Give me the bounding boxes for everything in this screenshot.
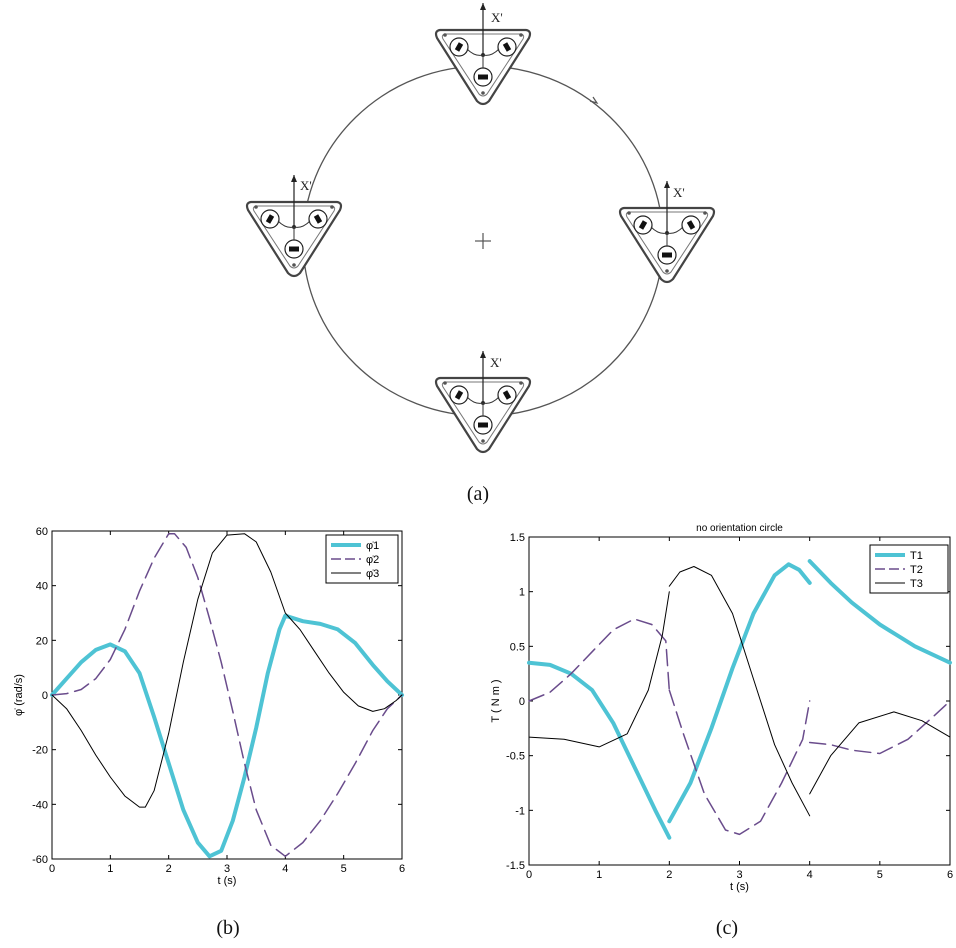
- y-axis-label: T ( N m ): [490, 679, 502, 722]
- caption-a: (a): [467, 483, 489, 505]
- y-tick-label: 0: [42, 690, 48, 702]
- y-tick-label: -60: [32, 854, 48, 866]
- series-line-2: [808, 700, 951, 755]
- y-tick-label: 20: [36, 635, 48, 647]
- legend-label: φ̇1: [366, 540, 379, 552]
- chart-b-angular-velocity: 0 1 2 3 4 5 6 -60 -40 -20 0 20 40 60 t (s) φ̇ (rad/s) φ̇…: [13, 526, 405, 887]
- series-line-1: [50, 613, 404, 859]
- chart-title: no orientation circle: [696, 523, 783, 534]
- legend-label: T3: [910, 578, 923, 590]
- series-line-1: [667, 562, 812, 824]
- x-axis-label-bottom: X': [490, 355, 502, 370]
- x-axis-label-right: X': [673, 185, 685, 200]
- series-line-1: [807, 559, 952, 665]
- x-tick-label: 6: [947, 869, 953, 881]
- y-tick-label: -1.5: [506, 860, 525, 872]
- x-axis-label-left: X': [300, 178, 312, 193]
- x-tick-label: 4: [282, 863, 288, 875]
- legend-label: T2: [910, 564, 923, 576]
- x-axis-label-top: X': [491, 10, 503, 25]
- y-tick-label: 0: [519, 696, 525, 708]
- x-tick-label: 3: [224, 863, 230, 875]
- plot-area: [51, 530, 403, 860]
- x-axis-label: t (s): [730, 881, 749, 893]
- x-tick-label: 2: [166, 863, 172, 875]
- y-tick-label: 60: [36, 526, 48, 538]
- x-tick-label: 6: [399, 863, 405, 875]
- series-line-1: [527, 660, 672, 840]
- legend-label: φ̇3: [366, 568, 379, 580]
- x-axis-label: t (s): [218, 875, 237, 887]
- x-tick-label: 5: [341, 863, 347, 875]
- series-line-2: [51, 532, 403, 858]
- x-tick-label: 3: [736, 869, 742, 881]
- x-tick-label: 4: [807, 869, 813, 881]
- caption-c: (c): [716, 917, 738, 939]
- x-tick-label: 5: [877, 869, 883, 881]
- caption-b: (b): [216, 917, 239, 939]
- x-tick-label: 1: [596, 869, 602, 881]
- x-tick-label: 0: [49, 863, 55, 875]
- direction-arrow: [589, 96, 599, 105]
- robot-right: [618, 179, 716, 284]
- y-tick-label: 40: [36, 581, 48, 593]
- y-tick-label: 1: [519, 587, 525, 599]
- y-tick-label: -0.5: [506, 751, 525, 763]
- series-line-3: [51, 533, 403, 808]
- series-line-3: [668, 566, 811, 817]
- legend-label: φ̇2: [366, 554, 379, 566]
- series-line-2: [668, 689, 811, 836]
- series-line-2: [528, 618, 671, 702]
- robot-left: [245, 173, 343, 278]
- x-tick-label: 2: [666, 869, 672, 881]
- trajectory-diagram: X' X' X' X' (a): [245, 1, 716, 505]
- x-tick-label: 0: [526, 869, 532, 881]
- series-line-3: [528, 591, 670, 748]
- robot-top: [434, 1, 532, 106]
- y-tick-label: 0.5: [510, 641, 525, 653]
- y-axis-label: φ̇ (rad/s): [13, 674, 25, 716]
- robot-bottom: [434, 349, 532, 454]
- series-line-3: [809, 711, 951, 795]
- y-tick-label: 1.5: [510, 532, 525, 544]
- y-tick-label: -20: [32, 745, 48, 757]
- chart-c-torque: 0 1 2 3 4 5 6 -1.5 -1 -0.5 0 0.5 1 1.5 t (s) T ( N m ) n…: [490, 523, 953, 893]
- legend-label: T1: [910, 550, 923, 562]
- center-cross: [475, 233, 491, 249]
- y-tick-label: -40: [32, 799, 48, 811]
- x-tick-label: 1: [107, 863, 113, 875]
- y-tick-label: -1: [515, 805, 525, 817]
